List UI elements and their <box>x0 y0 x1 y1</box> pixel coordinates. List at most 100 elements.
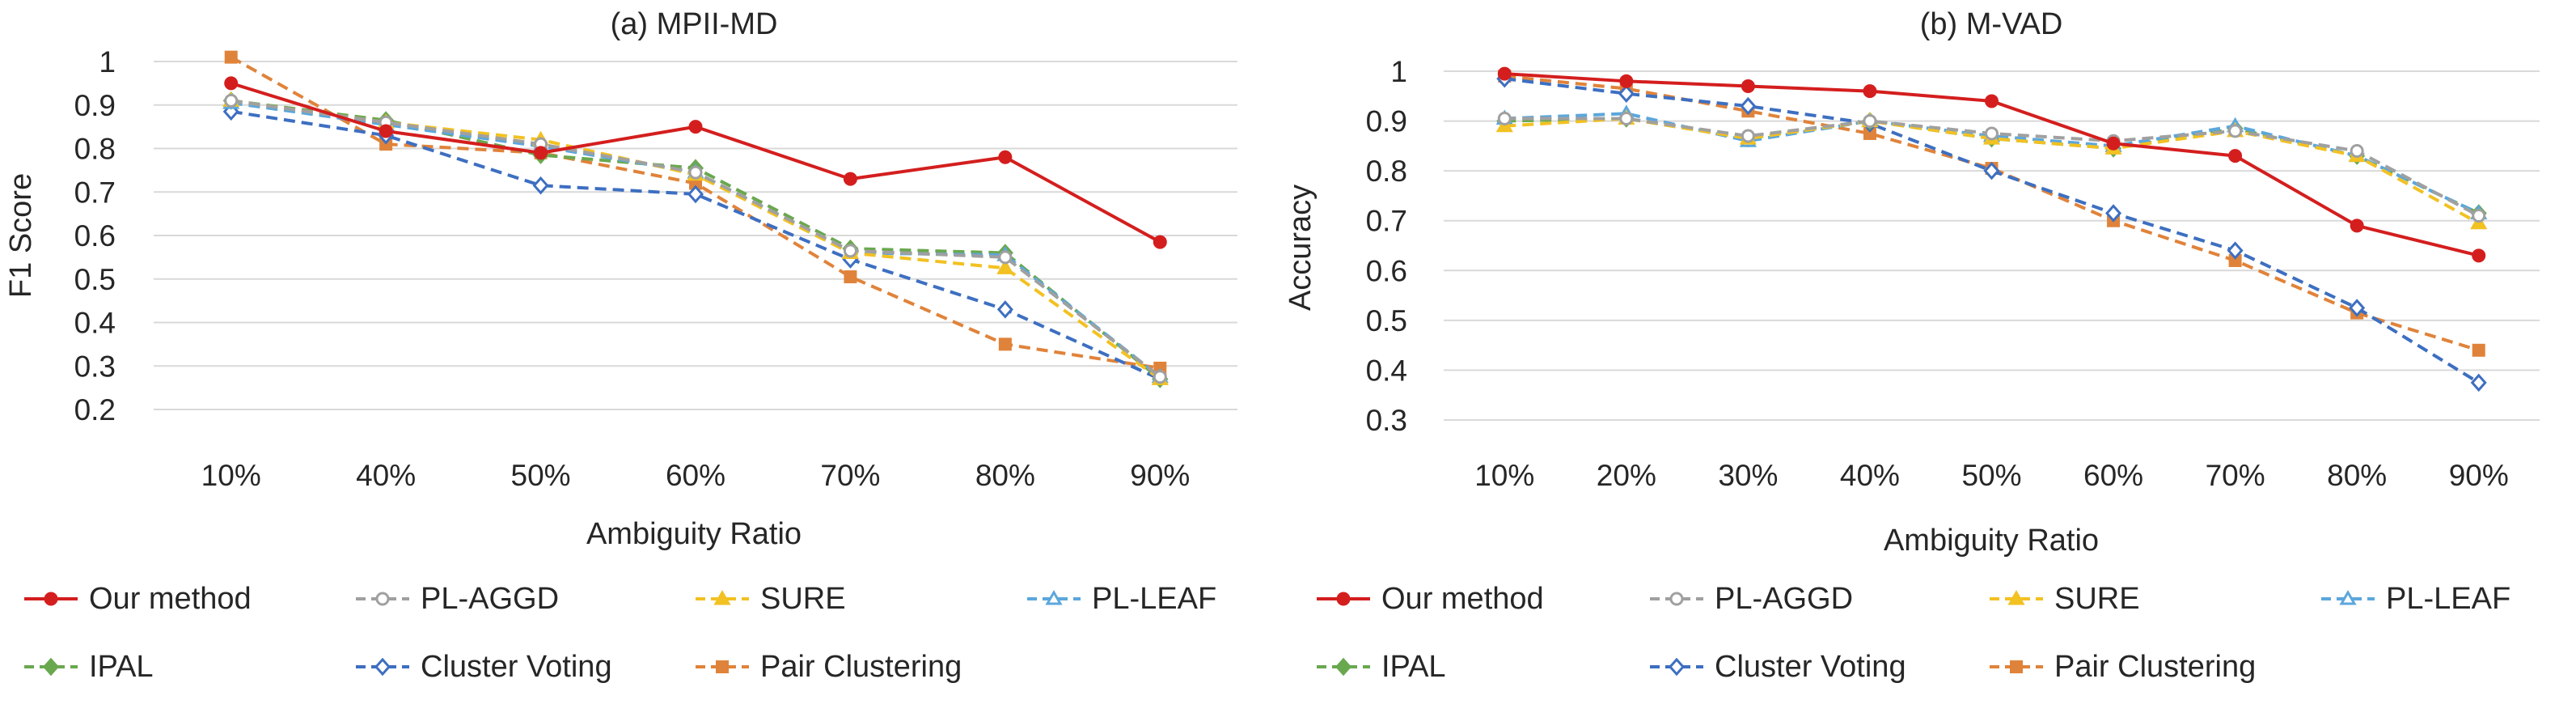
y-tick-label: 0.8 <box>74 133 116 166</box>
legend-label: PL-LEAF <box>1092 582 1216 616</box>
legend-item-pl-leaf: PL-LEAF <box>1027 582 1216 616</box>
legend-label: SURE <box>760 582 846 616</box>
legend-item-cluster-voting: Cluster Voting <box>1650 650 1906 684</box>
data-point <box>1985 126 1999 141</box>
x-tick-label: 50% <box>511 459 571 492</box>
chart-panel-2: (b) M-VAD 0.3 0.4 0.5 0.6 0.7 0.8 0.9 1 10% 20% 30%… <box>1284 7 2540 684</box>
data-point <box>688 120 703 134</box>
series-line <box>1504 77 2480 384</box>
legend-label: PL-AGGD <box>421 582 559 616</box>
data-point <box>688 165 703 180</box>
legend-item-pl-aggd: PL-AGGD <box>356 582 559 616</box>
series-cluster-voting <box>222 102 1169 388</box>
y-tick-label: 0.5 <box>1366 304 1407 337</box>
legend-label: SURE <box>2054 582 2140 616</box>
series-line <box>1504 112 2480 215</box>
data-point <box>996 300 1013 319</box>
legend-marker <box>713 589 731 605</box>
legend-marker <box>1336 592 1351 606</box>
y-tick-label: 0.2 <box>74 393 116 426</box>
x-axis-label: Ambiguity Ratio <box>1884 524 2099 558</box>
legend-marker <box>375 592 390 606</box>
y-tick-label: 0.4 <box>1366 354 1407 387</box>
legend-marker <box>1045 589 1063 605</box>
series-pair-clustering <box>224 50 1167 375</box>
data-point <box>996 259 1014 274</box>
data-point <box>2228 149 2243 163</box>
data-point <box>1983 161 2000 180</box>
data-point <box>998 150 1013 164</box>
data-point <box>2472 343 2485 357</box>
legend-marker <box>2010 660 2023 673</box>
x-tick-label: 40% <box>1840 459 1900 492</box>
y-tick-label: 0.9 <box>1366 105 1407 138</box>
legend-item-pair-clustering: Pair Clustering <box>1990 650 2256 684</box>
x-tick-label: 10% <box>201 459 261 492</box>
y-tick-label: 0.4 <box>74 307 116 340</box>
legend: Our method PL-AGGD SURE PL-LEAF IPAL Cluster … <box>1317 582 2510 684</box>
x-tick-label: 50% <box>1961 459 2021 492</box>
y-tick-label: 0.5 <box>74 263 116 296</box>
legend-label: IPAL <box>89 650 154 684</box>
data-point <box>1153 370 1167 384</box>
legend-item-sure: SURE <box>1990 582 2140 616</box>
data-point <box>379 124 393 138</box>
y-tick-label: 0.8 <box>1366 155 1407 188</box>
legend-item-our-method: Our method <box>24 582 252 616</box>
legend-marker <box>44 592 58 606</box>
data-point <box>1985 94 1999 108</box>
data-point <box>1497 111 1512 125</box>
legend-label: Pair Clustering <box>760 650 962 684</box>
series-pl-leaf <box>222 94 1169 384</box>
legend-label: PL-AGGD <box>1715 582 1853 616</box>
x-tick-label: 90% <box>2449 459 2509 492</box>
legend-item-pl-aggd: PL-AGGD <box>1650 582 1853 616</box>
legend-marker <box>716 660 729 673</box>
data-point <box>2350 144 2364 159</box>
series-line <box>231 99 1161 381</box>
data-point <box>534 146 548 160</box>
y-tick-label: 0.3 <box>74 350 116 383</box>
series-line <box>231 101 1161 379</box>
y-tick-label: 0.6 <box>1366 254 1407 287</box>
chart-title: (b) M-VAD <box>1920 7 2063 41</box>
series-sure <box>222 91 1169 385</box>
legend-marker <box>1669 592 1684 606</box>
data-point <box>843 172 857 186</box>
legend-label: PL-LEAF <box>2386 582 2510 616</box>
data-point <box>532 176 549 195</box>
legend-marker <box>374 657 391 677</box>
series-cluster-voting <box>1496 69 2487 392</box>
y-axis-label: F1 Score <box>4 173 38 298</box>
x-tick-label: 70% <box>820 459 880 492</box>
legend-item-our-method: Our method <box>1317 582 1544 616</box>
legend-item-sure: SURE <box>696 582 846 616</box>
legend-item-cluster-voting: Cluster Voting <box>356 650 612 684</box>
y-axis-label: Accuracy <box>1284 185 1318 311</box>
series-line <box>231 99 1161 379</box>
data-point <box>1497 66 1512 81</box>
series-line <box>230 55 1161 370</box>
y-tick-label: 0.6 <box>74 219 116 252</box>
x-axis-label: Ambiguity Ratio <box>586 517 802 551</box>
series-line <box>231 99 1161 380</box>
legend-item-ipal: IPAL <box>24 650 154 684</box>
data-point <box>2227 241 2244 260</box>
x-tick-label: 80% <box>2327 459 2387 492</box>
legend-marker <box>1335 657 1352 677</box>
data-point <box>844 270 857 284</box>
legend-label: Cluster Voting <box>421 650 612 684</box>
legend-label: IPAL <box>1381 650 1446 684</box>
legend-marker <box>42 657 60 677</box>
series-line <box>231 109 1161 381</box>
data-point <box>2228 124 2243 138</box>
series-our-method <box>224 76 1167 249</box>
x-tick-label: 40% <box>356 459 416 492</box>
data-point <box>2470 373 2487 392</box>
legend: Our method PL-AGGD SURE PL-LEAF IPAL Cluster … <box>24 582 1216 684</box>
legend-item-ipal: IPAL <box>1317 650 1446 684</box>
data-point <box>687 185 704 204</box>
series-pl-aggd <box>224 93 1167 384</box>
data-point <box>998 337 1012 351</box>
series-our-method <box>1497 66 2486 263</box>
